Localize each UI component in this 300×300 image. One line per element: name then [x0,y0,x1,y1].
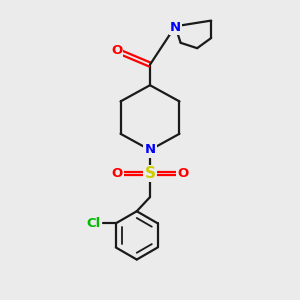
Text: O: O [111,167,123,180]
Text: O: O [177,167,189,180]
Text: S: S [145,166,155,181]
Text: N: N [144,143,156,157]
Text: O: O [111,44,122,57]
Text: Cl: Cl [87,217,101,230]
Text: N: N [170,21,181,34]
